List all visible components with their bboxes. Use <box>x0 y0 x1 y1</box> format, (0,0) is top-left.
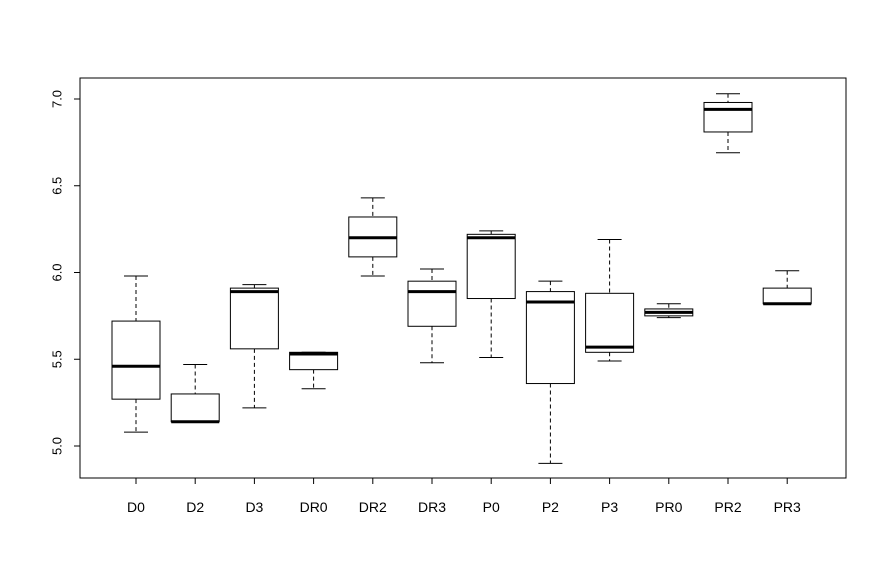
y-tick-label: 5.0 <box>49 437 64 455</box>
x-tick-label: DR3 <box>418 499 446 515</box>
x-tick-label: D2 <box>186 499 204 515</box>
y-tick-label: 7.0 <box>49 90 64 108</box>
box-pr3 <box>762 270 812 306</box>
iqr-box <box>762 287 812 305</box>
y-axis: 5.0 5.5 6.0 6.5 7.0 <box>49 90 81 455</box>
x-tick-label: D3 <box>245 499 263 515</box>
box-dr3 <box>407 268 457 364</box>
y-tick-label: 5.5 <box>49 350 64 368</box>
iqr-box <box>703 101 753 133</box>
box-p3 <box>585 239 635 362</box>
x-axis: D0 D2 D3 DR0 DR2 DR3 P0 P2 P3 PR0 PR2 PR3 <box>127 477 801 515</box>
iqr-box <box>289 351 339 371</box>
box-d3 <box>229 284 279 409</box>
x-tick-label: PR0 <box>655 499 682 515</box>
box-d0 <box>111 275 161 433</box>
x-tick-label: D0 <box>127 499 145 515</box>
iqr-box <box>585 292 635 353</box>
iqr-box <box>525 291 575 385</box>
box-p0 <box>466 230 516 359</box>
iqr-box <box>170 393 220 423</box>
x-tick-label: DR2 <box>359 499 387 515</box>
x-tick-label: P0 <box>483 499 500 515</box>
box-dr2 <box>348 197 398 277</box>
iqr-box <box>407 280 457 327</box>
y-tick-label: 6.5 <box>49 177 64 195</box>
box-d2 <box>170 363 220 424</box>
y-tick-label: 6.0 <box>49 263 64 281</box>
x-tick-label: P2 <box>542 499 559 515</box>
x-tick-label: PR2 <box>714 499 741 515</box>
box-dr0 <box>289 351 339 390</box>
box-p2 <box>525 280 575 464</box>
x-tick-label: DR0 <box>300 499 328 515</box>
boxes-group <box>111 93 812 464</box>
iqr-box <box>229 287 279 350</box>
x-tick-label: P3 <box>601 499 618 515</box>
iqr-box <box>111 320 161 400</box>
box-pr2 <box>703 93 753 154</box>
iqr-box <box>466 233 516 300</box>
x-tick-label: PR3 <box>774 499 801 515</box>
box-pr0 <box>644 303 694 319</box>
